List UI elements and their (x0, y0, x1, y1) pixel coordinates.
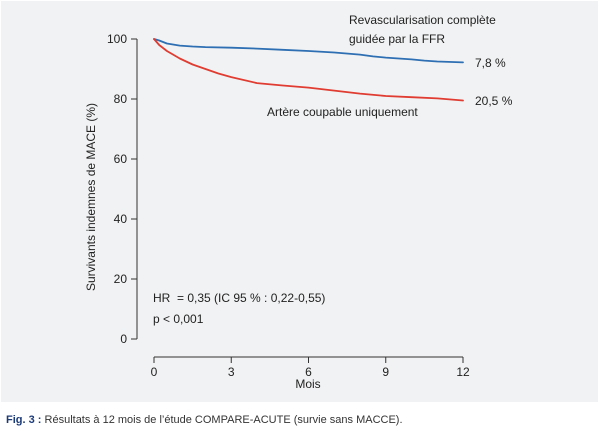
series-layer (153, 38, 464, 102)
x-axis-label: Mois (295, 377, 320, 391)
y-ticks: 0 20 40 60 80 100 (107, 32, 137, 346)
culprit-series-line (153, 38, 464, 102)
y-tick-label: 80 (114, 92, 128, 106)
y-axis-label: Survivants indemnes de MACE (%) (84, 103, 98, 291)
culprit-series-label: Artère coupable uniquement (267, 105, 418, 119)
y-tick-label: 60 (114, 152, 128, 166)
p-value-annotation: p < 0,001 (153, 312, 204, 326)
series-labels: Revascularisation complète guidée par la… (267, 13, 513, 119)
x-tick-label: 0 (151, 365, 158, 379)
y-tick-label: 20 (114, 272, 128, 286)
ffr-series-line (153, 38, 464, 64)
y-tick-label: 0 (120, 332, 127, 346)
annotations: HR = 0,35 (IC 95 % : 0,22-0,55) p < 0,00… (153, 291, 325, 326)
hazard-ratio-annotation: HR = 0,35 (IC 95 % : 0,22-0,55) (153, 291, 325, 305)
caption-text: Résultats à 12 mois de l’étude COMPARE-A… (41, 414, 403, 426)
x-tick-label: 12 (456, 365, 470, 379)
x-tick-label: 3 (228, 365, 235, 379)
x-tick-label: 9 (382, 365, 389, 379)
x-ticks: 0 3 6 9 12 (151, 357, 470, 379)
survival-chart: 0 20 40 60 80 100 0 3 6 9 12 Survivants indemnes … (84, 13, 513, 391)
figure-caption: Fig. 3 : Résultats à 12 mois de l’étude … (6, 414, 403, 426)
y-tick-label: 40 (114, 212, 128, 226)
ffr-end-label: 7,8 % (475, 56, 506, 70)
y-tick-label: 100 (107, 32, 127, 46)
ffr-series-label-line2: guidée par la FFR (349, 32, 445, 46)
ffr-series-label-line1: Revascularisation complète (349, 13, 496, 27)
chart-panel: 0 20 40 60 80 100 0 3 6 9 12 Survivants indemnes … (1, 1, 598, 402)
x-tick-label: 6 (305, 365, 312, 379)
culprit-end-label: 20,5 % (475, 94, 513, 108)
caption-label: Fig. 3 : (6, 414, 42, 426)
